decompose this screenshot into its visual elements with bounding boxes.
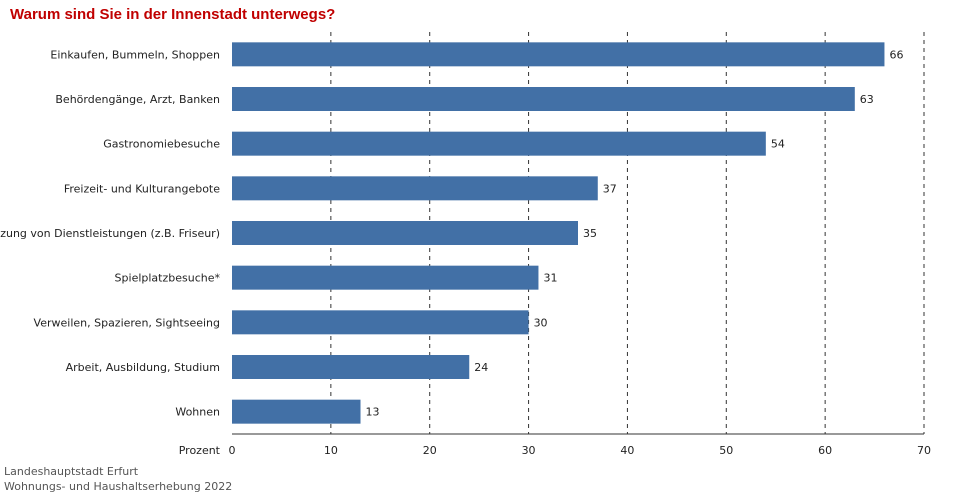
value-label: 31: [543, 272, 557, 285]
category-label: Wohnen: [175, 406, 220, 419]
bar-chart: Einkaufen, Bummeln, Shoppen 66 Behördengän…: [0, 32, 932, 457]
chart-title: Warum sind Sie in der Innenstadt unterwe…: [10, 6, 336, 23]
tick-label: 60: [818, 444, 832, 457]
bar: [232, 399, 361, 424]
value-label: 24: [474, 361, 488, 374]
tick-label: 10: [324, 444, 338, 457]
bar: [232, 131, 766, 156]
value-label: 66: [889, 48, 903, 61]
value-label: 30: [534, 316, 548, 329]
source-line-1: Landeshauptstadt Erfurt: [4, 465, 139, 478]
category-label: Behördengänge, Arzt, Banken: [55, 93, 220, 106]
value-label: 63: [860, 93, 874, 106]
category-label: Arbeit, Ausbildung, Studium: [66, 361, 220, 374]
bars: Einkaufen, Bummeln, Shoppen 66 Behördengän…: [0, 42, 903, 424]
tick-label: 40: [620, 444, 634, 457]
value-label: 13: [366, 406, 380, 419]
tick-label: 50: [719, 444, 733, 457]
category-label: Gastronomiebesuche: [103, 138, 220, 151]
category-label: Nutzung von Dienstleistungen (z.B. Frise…: [0, 227, 220, 240]
bar: [232, 221, 578, 245]
bar: [232, 87, 855, 111]
category-label: Einkaufen, Bummeln, Shoppen: [50, 48, 220, 61]
value-label: 35: [583, 227, 597, 240]
x-ticks: 0 10 20 30 40 50 60 70: [229, 444, 932, 457]
bar: [232, 176, 598, 201]
tick-label: 20: [423, 444, 437, 457]
category-label: Verweilen, Spazieren, Sightseeing: [34, 316, 220, 329]
source-line-2: Wohnungs- und Haushaltserhebung 2022: [4, 480, 233, 493]
value-label: 37: [603, 182, 617, 195]
bar: [232, 265, 539, 290]
category-label: Spielplatzbesuche*: [115, 272, 221, 285]
value-label: 54: [771, 138, 785, 151]
category-label: Freizeit- und Kulturangebote: [64, 182, 220, 195]
bar: [232, 310, 529, 335]
tick-label: 70: [917, 444, 931, 457]
bar: [232, 355, 470, 379]
tick-label: 30: [522, 444, 536, 457]
bar: [232, 42, 885, 67]
tick-label: 0: [229, 444, 236, 457]
x-axis-title: Prozent: [179, 444, 221, 457]
